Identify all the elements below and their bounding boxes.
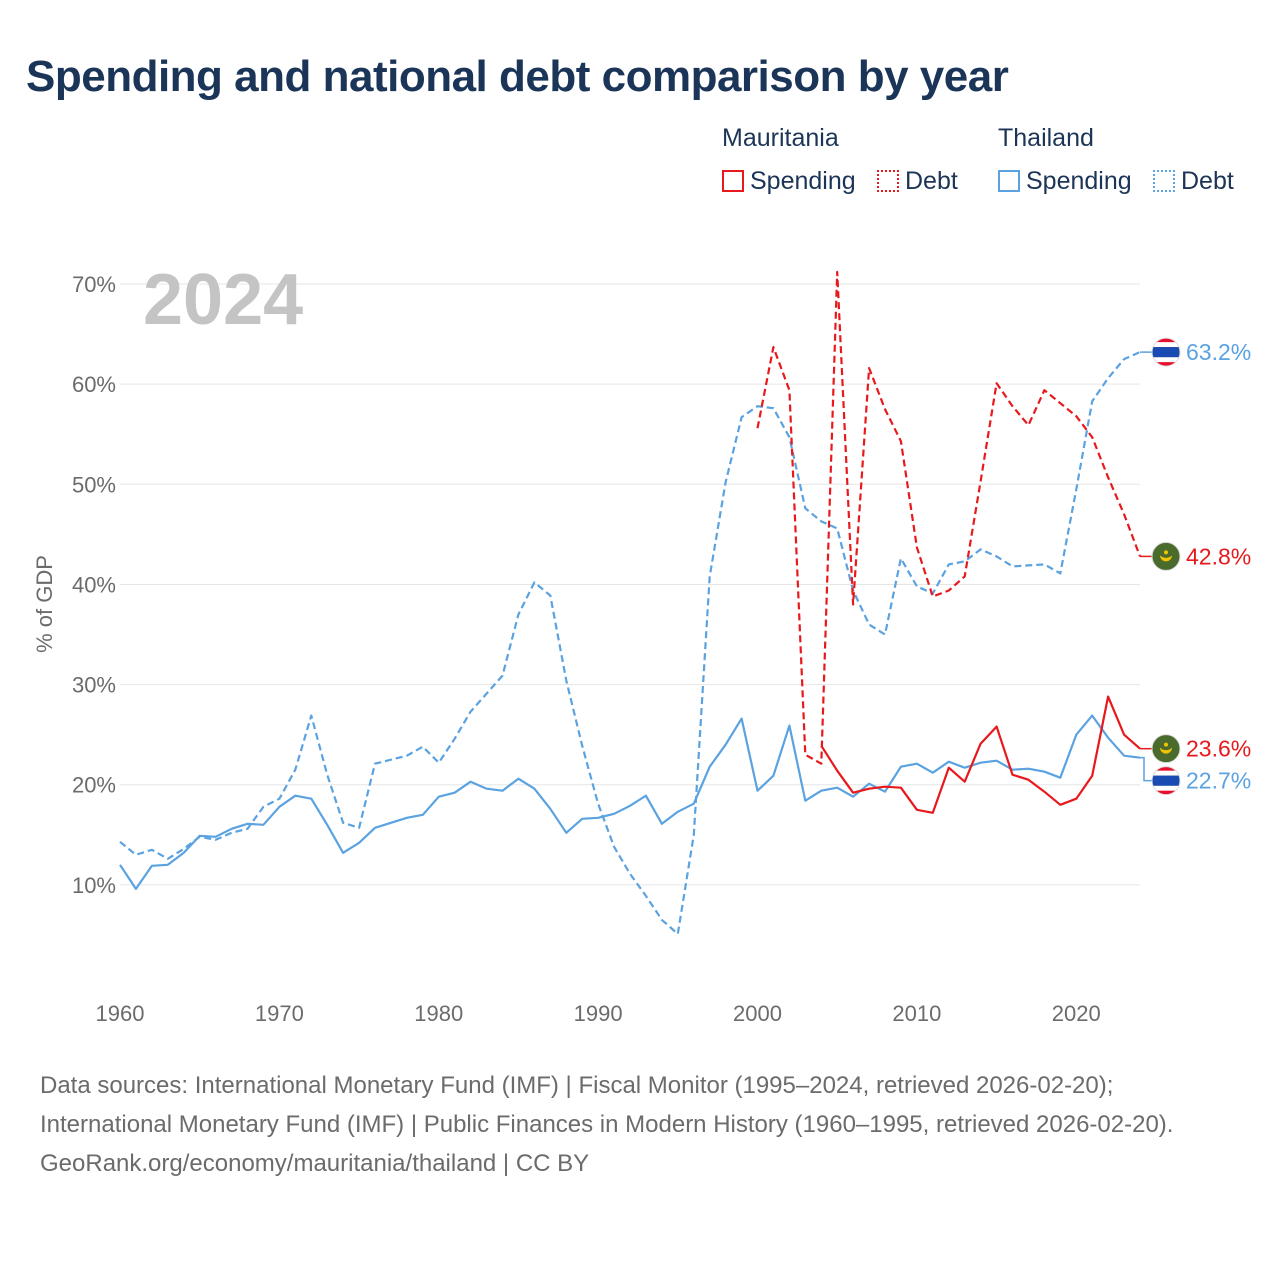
series-line-mauritania-spending: [820, 695, 1141, 814]
y-axis-ticks: 10% 20% 30% 40% 50% 60% 70%: [72, 272, 116, 898]
mauritania-flag-icon: [1151, 541, 1181, 571]
legend-group-mauritania: Mauritania: [722, 124, 839, 152]
chart-title: Spending and national debt comparison by…: [26, 52, 1009, 101]
x-tick-label: 2020: [1052, 1001, 1101, 1026]
y-tick-label: 50%: [72, 472, 116, 497]
thailand-flag-icon: [1151, 766, 1181, 796]
data-sources: Data sources: International Monetary Fun…: [40, 1072, 1174, 1138]
x-tick-label: 2000: [733, 1001, 782, 1026]
y-tick-label: 60%: [72, 372, 116, 397]
thailand-flag-icon: [1151, 337, 1181, 367]
x-tick-label: 1980: [414, 1001, 463, 1026]
legend-thailand-spending[interactable]: Spending: [998, 166, 1132, 196]
series-line-thailand-spending: [119, 714, 1141, 891]
y-tick-label: 20%: [72, 773, 116, 798]
year-watermark: 2024: [143, 260, 303, 340]
end-value-label: 63.2%: [1186, 339, 1251, 365]
legend-swatch-solid-blue: [998, 170, 1020, 192]
y-tick-label: 10%: [72, 873, 116, 898]
y-axis-label: % of GDP: [32, 555, 57, 653]
y-tick-label: 70%: [72, 272, 116, 297]
legend-group-thailand: Thailand: [998, 124, 1094, 152]
grid: [120, 283, 1140, 886]
x-tick-label: 2010: [892, 1001, 941, 1026]
mauritania-flag-icon: [1151, 734, 1181, 764]
x-tick-label: 1960: [96, 1001, 145, 1026]
legend-swatch-solid-red: [722, 170, 744, 192]
legend-swatch-dotted-blue: [1153, 170, 1175, 192]
x-tick-label: 1970: [255, 1001, 304, 1026]
legend-mauritania-debt[interactable]: Debt: [877, 166, 958, 196]
legend-swatch-dotted-red: [877, 170, 899, 192]
legend-mauritania-spending[interactable]: Spending: [722, 166, 856, 196]
end-label-connector: [1140, 756, 1152, 782]
end-value-label: 22.7%: [1186, 768, 1251, 794]
series-line-thailand-debt: [119, 351, 1141, 936]
series: [119, 270, 1142, 936]
end-value-label: 23.6%: [1186, 736, 1251, 762]
y-tick-label: 40%: [72, 572, 116, 597]
legend-label: Spending: [750, 166, 856, 195]
x-axis-ticks: 1960 1970 1980 1990 2000 2010 2020: [96, 1001, 1101, 1026]
legend-label: Debt: [1181, 166, 1234, 195]
footer: Data sources: International Monetary Fun…: [40, 1066, 1240, 1183]
end-labels: 63.2% 42.8% 23.6% 22.7%: [1140, 337, 1251, 796]
legend-thailand-debt[interactable]: Debt: [1153, 166, 1234, 196]
legend-label: Spending: [1026, 166, 1132, 195]
legend-label: Debt: [905, 166, 958, 195]
x-tick-label: 1990: [574, 1001, 623, 1026]
y-tick-label: 30%: [72, 673, 116, 698]
attribution-link[interactable]: GeoRank.org/economy/mauritania/thailand …: [40, 1150, 590, 1177]
end-value-label: 42.8%: [1186, 543, 1251, 569]
series-line-mauritania-debt: [756, 270, 1142, 765]
